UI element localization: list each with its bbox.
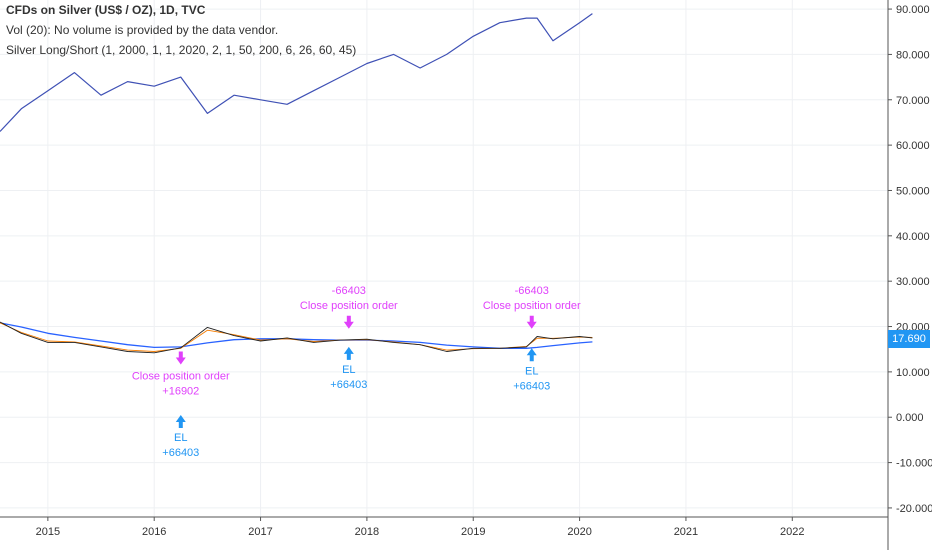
series-line-price xyxy=(0,321,593,354)
x-tick-label: 2017 xyxy=(248,526,272,538)
entry-long-marker xyxy=(343,346,354,360)
close-position-label: -66403 xyxy=(332,285,366,297)
y-tick-label: 50.000 xyxy=(896,185,930,197)
last-price-badge: 17.690 xyxy=(888,330,930,348)
entry-long-marker xyxy=(175,414,186,428)
entry-long-label: EL xyxy=(174,432,187,444)
series-line-slow-ma xyxy=(0,322,593,349)
x-tick-label: 2020 xyxy=(567,526,591,538)
y-tick-label: 80.000 xyxy=(896,49,930,61)
entry-long-marker xyxy=(526,348,537,362)
strategy-label[interactable]: Silver Long/Short (1, 2000, 1, 1, 2020, … xyxy=(6,43,357,57)
series-line-equity xyxy=(0,13,593,132)
y-tick-label: 40.000 xyxy=(896,231,930,243)
series-line-fast-ma xyxy=(0,322,593,352)
close-position-label: -66403 xyxy=(515,285,549,297)
close-position-label: Close position order xyxy=(132,370,230,382)
x-tick-label: 2018 xyxy=(355,526,379,538)
entry-long-label: +66403 xyxy=(330,379,367,391)
entry-long-label: EL xyxy=(525,365,538,377)
y-tick-label: -20.000 xyxy=(896,503,932,515)
y-tick-label: 60.000 xyxy=(896,140,930,152)
close-position-marker xyxy=(343,315,354,329)
volume-indicator-label[interactable]: Vol (20): No volume is provided by the d… xyxy=(6,23,279,37)
close-position-marker xyxy=(175,351,186,365)
entry-long-label: +66403 xyxy=(513,380,550,392)
y-tick-label: 0.000 xyxy=(896,412,924,424)
legend: CFDs on Silver (US$ / OZ), 1D, TVC Vol (… xyxy=(6,0,356,60)
chart-title[interactable]: CFDs on Silver (US$ / OZ), 1D, TVC xyxy=(6,3,206,17)
close-position-label: +16902 xyxy=(162,385,199,397)
close-position-marker xyxy=(526,315,537,329)
x-tick-label: 2016 xyxy=(142,526,166,538)
x-tick-label: 2022 xyxy=(780,526,804,538)
x-tick-label: 2019 xyxy=(461,526,485,538)
y-tick-label: -10.000 xyxy=(896,458,932,470)
y-tick-label: 10.000 xyxy=(896,367,930,379)
x-tick-label: 2021 xyxy=(674,526,698,538)
close-position-label: Close position order xyxy=(300,300,398,312)
entry-long-label: EL xyxy=(342,364,355,376)
y-tick-label: 70.000 xyxy=(896,95,930,107)
entry-long-label: +66403 xyxy=(162,447,199,459)
y-tick-label: 30.000 xyxy=(896,276,930,288)
close-position-label: Close position order xyxy=(483,300,581,312)
x-tick-label: 2015 xyxy=(36,526,60,538)
y-tick-label: 90.000 xyxy=(896,4,930,16)
